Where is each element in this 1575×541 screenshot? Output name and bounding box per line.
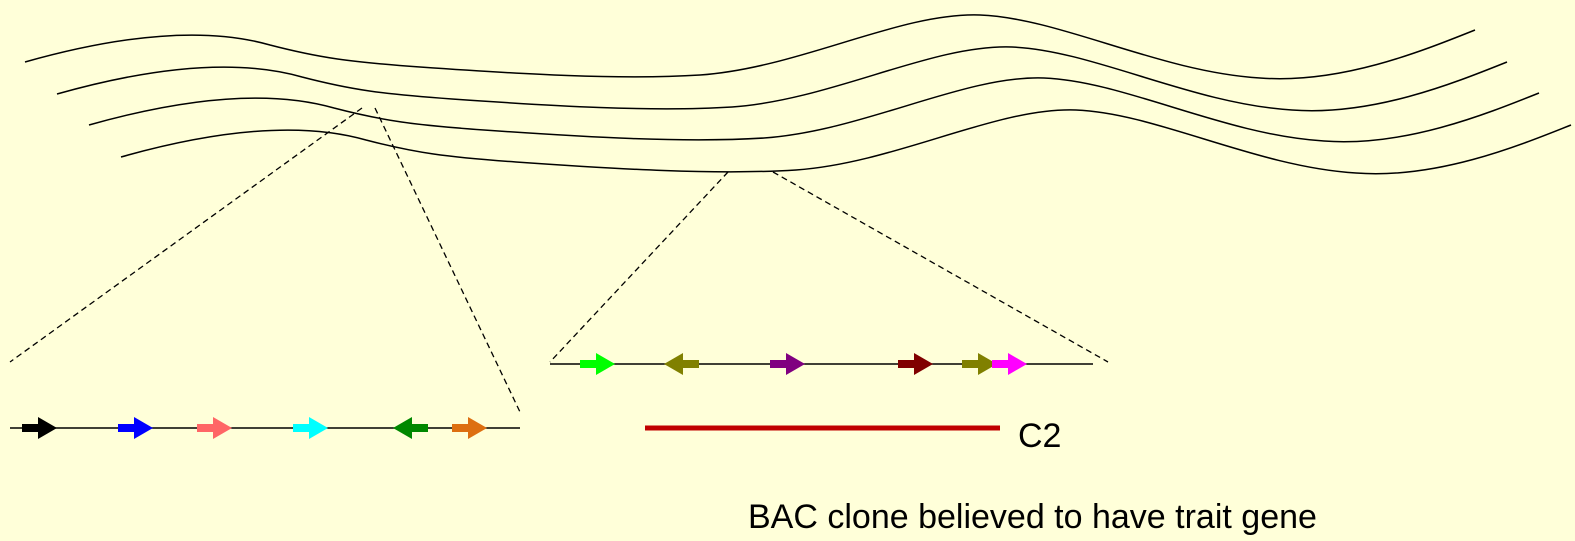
clone-label: C2 — [1018, 417, 1061, 455]
diagram: C2 BAC clone believed to have trait gene — [0, 0, 1575, 541]
page: {"labels": {"clone": "C2", "caption": "B… — [0, 0, 1575, 541]
caption: BAC clone believed to have trait gene — [748, 498, 1317, 536]
background — [0, 0, 1575, 541]
